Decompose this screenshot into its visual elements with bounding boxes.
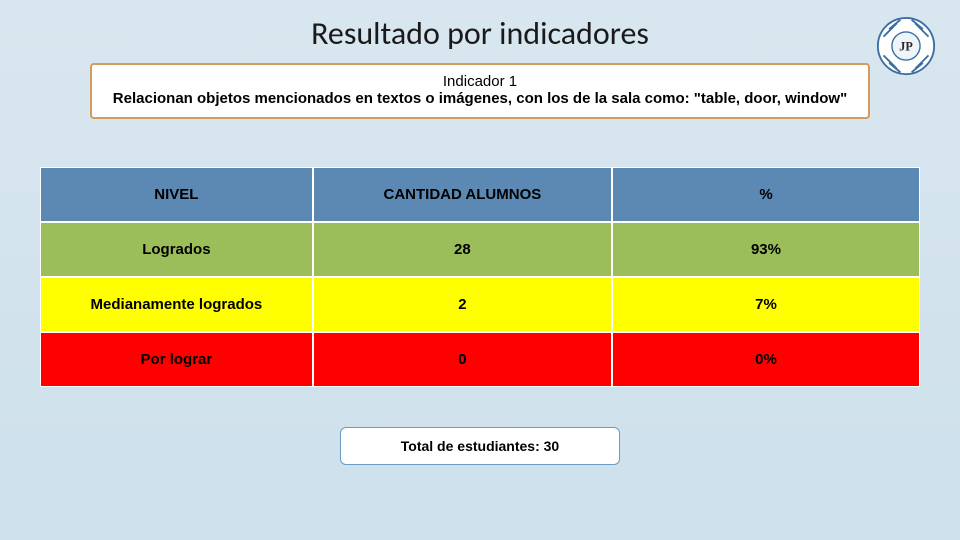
results-table: NIVEL CANTIDAD ALUMNOS % Logrados 28 93%…: [40, 167, 920, 387]
svg-text:JP: JP: [899, 40, 913, 54]
table-cell-count: 0: [313, 332, 612, 387]
table-cell-pct: 93%: [612, 222, 920, 277]
col-header-count: CANTIDAD ALUMNOS: [313, 167, 612, 222]
table-cell-level: Por lograr: [40, 332, 313, 387]
table-cell-count: 2: [313, 277, 612, 332]
col-header-level: NIVEL: [40, 167, 313, 222]
table-cell-pct: 7%: [612, 277, 920, 332]
page-title: Resultado por indicadores: [0, 0, 960, 53]
total-students-box: Total de estudiantes: 30: [340, 427, 620, 465]
col-header-pct: %: [612, 167, 920, 222]
table-cell-level: Logrados: [40, 222, 313, 277]
table-cell-count: 28: [313, 222, 612, 277]
indicator-box: Indicador 1 Relacionan objetos mencionad…: [90, 63, 870, 119]
table-cell-pct: 0%: [612, 332, 920, 387]
table-cell-level: Medianamente logrados: [40, 277, 313, 332]
indicator-heading: Indicador 1: [112, 73, 848, 90]
school-logo: JP: [876, 16, 936, 76]
indicator-description: Relacionan objetos mencionados en textos…: [112, 90, 848, 109]
